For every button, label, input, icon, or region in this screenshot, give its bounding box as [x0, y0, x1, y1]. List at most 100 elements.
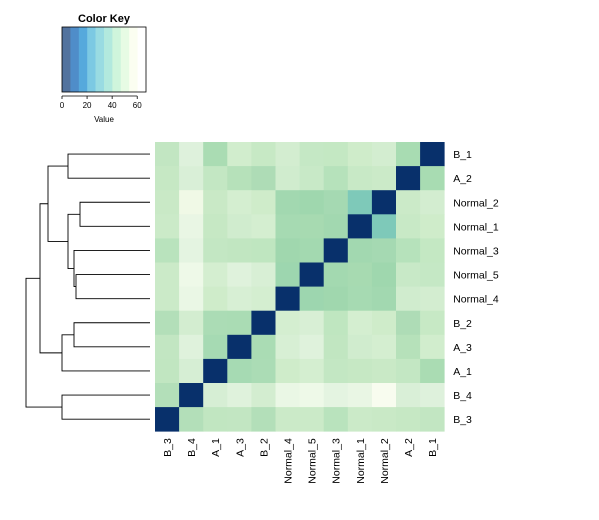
heatmap-cell	[227, 190, 252, 215]
heatmap-cell	[371, 214, 397, 239]
heatmap-cell	[371, 166, 397, 191]
heatmap-cell	[299, 358, 325, 384]
heatmap-cell	[227, 286, 252, 312]
heatmap-cell	[299, 142, 325, 167]
heatmap-cell	[155, 310, 180, 336]
heatmap-cell	[347, 310, 373, 336]
color-key-band-4	[87, 27, 96, 92]
heatmap-cell	[155, 166, 180, 191]
heatmap-cell	[203, 190, 228, 215]
heatmap-cell	[371, 262, 397, 287]
heatmap-cell	[371, 358, 397, 384]
heatmap-cell	[396, 166, 421, 191]
heatmap-cell	[203, 214, 228, 239]
heatmap-cell	[179, 334, 204, 360]
column-label: B_4	[186, 438, 198, 457]
heatmap-cell	[299, 310, 325, 336]
heatmap-cell	[203, 383, 228, 408]
heatmap-cell	[323, 142, 349, 167]
heatmap-cell	[275, 358, 300, 384]
color-key-tick-label: 0	[60, 101, 65, 110]
heatmap-cell	[275, 190, 300, 215]
heatmap-cell	[203, 358, 228, 384]
heatmap-cell	[323, 310, 349, 336]
heatmap-cell	[251, 238, 276, 263]
column-label: B_1	[427, 438, 439, 457]
color-key-band-2	[70, 27, 80, 92]
dendrogram-branch	[39, 203, 62, 354]
dendrogram-branch	[73, 250, 150, 288]
heatmap-cell	[179, 358, 204, 384]
color-key-tick-label: 20	[83, 101, 92, 110]
heatmap-cell	[347, 334, 373, 360]
heatmap-cell	[420, 310, 445, 336]
heatmap-cell	[275, 310, 300, 336]
heatmap-cell	[179, 286, 204, 312]
heatmap-cell	[227, 214, 252, 239]
color-key-xlabel: Value	[94, 115, 114, 124]
color-key-bands	[62, 27, 147, 92]
dendrogram-branch	[75, 274, 150, 300]
heatmap-cell	[203, 310, 228, 336]
heatmap-cell	[396, 310, 421, 336]
heatmap-cell	[347, 214, 373, 239]
heatmap-cell	[299, 262, 325, 287]
heatmap-cell	[396, 190, 421, 215]
color-key-band-7	[112, 27, 122, 92]
dendrogram-branch	[61, 334, 150, 372]
heatmap-cell	[179, 166, 204, 191]
dendrogram-branch	[67, 153, 150, 179]
heatmap-cell	[347, 166, 373, 191]
heatmap-cell	[420, 407, 445, 432]
dendrogram-branch	[61, 394, 150, 420]
heatmap-cell	[396, 334, 421, 360]
heatmap-cell	[323, 407, 349, 432]
heatmap-cell	[396, 238, 421, 263]
heatmap-cell	[420, 190, 445, 215]
row-label: A_1	[453, 366, 472, 378]
heatmap-cell	[203, 286, 228, 312]
heatmap-cell	[179, 383, 204, 408]
heatmap-cell	[155, 142, 180, 167]
heatmap-cell	[323, 238, 349, 263]
heatmap-cell	[420, 286, 445, 312]
heatmap-cell	[371, 334, 397, 360]
heatmap-cell	[275, 142, 300, 167]
heatmap-cell	[371, 286, 397, 312]
heatmap-cell	[251, 383, 276, 408]
heatmap-cell	[227, 358, 252, 384]
heatmap-cell	[396, 358, 421, 384]
heatmap-cell	[227, 383, 252, 408]
color-key-band-5	[95, 27, 105, 92]
color-key-frame	[61, 26, 147, 93]
column-label: Normal_2	[379, 438, 391, 484]
heatmap-cell	[396, 286, 421, 312]
heatmap-cell	[323, 262, 349, 287]
heatmap-cell	[179, 214, 204, 239]
heatmap-cell	[420, 358, 445, 384]
heatmap-cell	[323, 286, 349, 312]
heatmap-cell	[420, 383, 445, 408]
heatmap-cell	[275, 286, 300, 312]
column-label: Normal_5	[307, 438, 319, 484]
heatmap-cell	[155, 262, 180, 287]
heatmap-cell	[420, 214, 445, 239]
heatmap-cell	[251, 166, 276, 191]
heatmap-cell	[275, 238, 300, 263]
color-key-band-6	[104, 27, 113, 92]
row-label: Normal_4	[453, 294, 499, 306]
row-label: B_3	[453, 414, 472, 426]
heatmap-cell	[251, 358, 276, 384]
heatmap-cell	[179, 310, 204, 336]
column-label: A_3	[234, 438, 246, 457]
heatmap-cell	[347, 286, 373, 312]
row-labels: B_1 A_2 Normal_2 Normal_1 Normal_3 Normal_5 No…	[453, 149, 499, 426]
row-label: Normal_1	[453, 221, 499, 233]
heatmap-cell	[155, 286, 180, 312]
color-key-band-3	[78, 27, 88, 92]
row-label: Normal_2	[453, 197, 499, 209]
heatmap-cell	[371, 383, 397, 408]
heatmap-cell	[371, 407, 397, 432]
heatmap-cell	[155, 383, 180, 408]
